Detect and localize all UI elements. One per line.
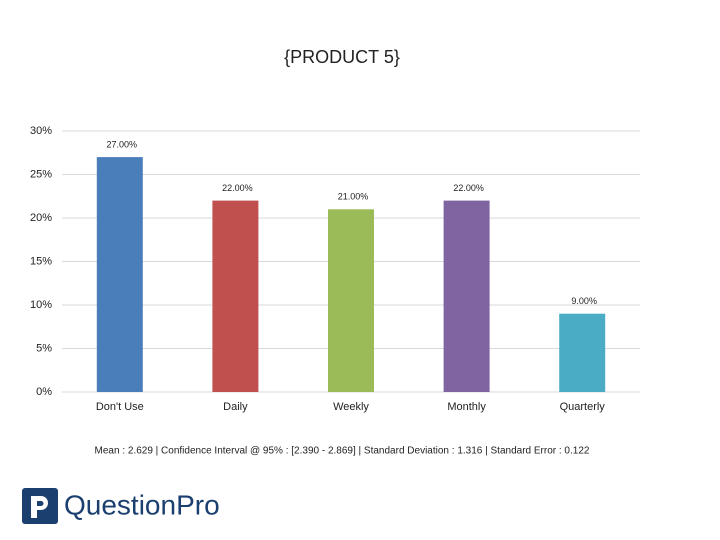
x-tick-label: Don't Use <box>96 401 144 413</box>
value-label: 21.00% <box>338 192 369 202</box>
bar <box>96 157 143 392</box>
y-tick-label: 15% <box>30 255 52 267</box>
x-tick-label: Monthly <box>447 401 486 413</box>
footnote: Mean : 2.629 | Confidence Interval @ 95%… <box>95 446 590 457</box>
x-tick-label: Quarterly <box>560 401 606 413</box>
y-tick-label: 25% <box>30 168 52 180</box>
logo-icon <box>22 488 58 524</box>
logo-text: QuestionPro <box>64 489 220 520</box>
y-tick-label: 0% <box>36 386 52 398</box>
bar <box>328 209 374 392</box>
value-label: 22.00% <box>222 183 253 193</box>
bar <box>559 313 606 392</box>
y-tick-label: 20% <box>30 212 52 224</box>
value-label: 22.00% <box>453 183 484 193</box>
bar <box>443 200 490 392</box>
y-tick-label: 30% <box>30 125 52 137</box>
y-tick-label: 5% <box>36 342 52 354</box>
chart-title: {PRODUCT 5} <box>284 47 400 67</box>
value-label: 9.00% <box>571 296 597 306</box>
x-tick-label: Weekly <box>333 401 369 413</box>
value-label: 27.00% <box>107 139 138 149</box>
bar <box>212 200 259 392</box>
y-tick-label: 10% <box>30 299 52 311</box>
x-tick-label: Daily <box>223 401 248 413</box>
